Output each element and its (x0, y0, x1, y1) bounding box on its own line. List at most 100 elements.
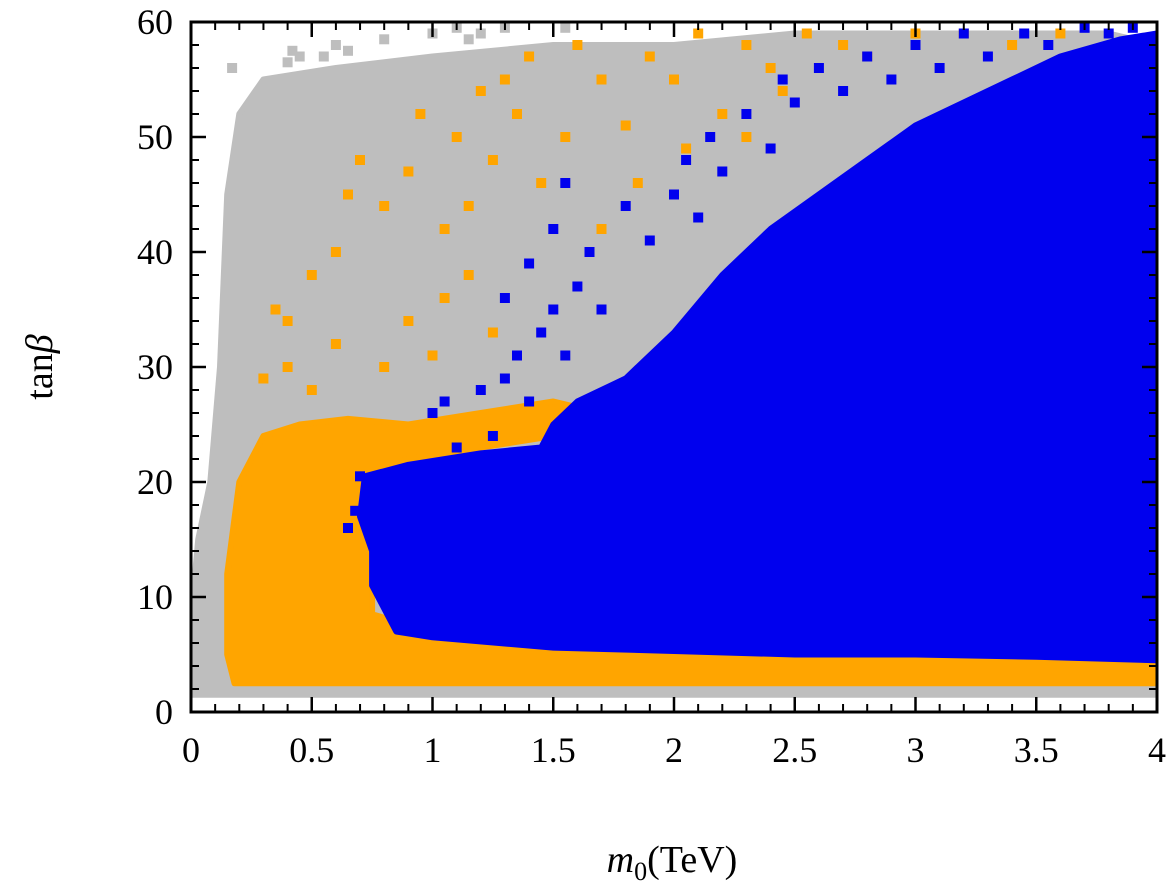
data-point (572, 40, 583, 50)
x-axis-label: m0(TeV) (607, 839, 738, 886)
data-point (343, 189, 353, 200)
data-point (524, 396, 535, 407)
data-point (487, 327, 498, 338)
data-point (717, 109, 728, 119)
data-point (536, 327, 547, 338)
data-point (584, 247, 595, 257)
x-tick-label: 0.5 (289, 730, 334, 770)
data-point (886, 74, 897, 85)
data-point (934, 63, 945, 73)
data-point (294, 51, 305, 62)
data-point (487, 155, 498, 165)
x-axis-label-symbol: m (607, 839, 634, 881)
data-point (572, 281, 583, 292)
data-point (282, 57, 293, 68)
data-point (330, 339, 341, 349)
data-point (669, 74, 679, 85)
data-point (910, 40, 921, 50)
y-axis-label: tanβ (19, 334, 61, 399)
y-tick-label: 10 (137, 577, 173, 617)
data-point (475, 385, 486, 395)
y-tick-label: 0 (155, 692, 173, 732)
data-point (560, 22, 571, 33)
data-point (318, 51, 329, 62)
data-point (1007, 40, 1018, 50)
data-point (379, 362, 390, 372)
data-point (451, 132, 462, 142)
data-point (548, 304, 559, 315)
data-point (379, 34, 390, 45)
data-point (439, 396, 450, 407)
data-point (270, 304, 281, 315)
data-point (982, 51, 993, 62)
data-point (439, 293, 450, 303)
data-point (451, 442, 462, 453)
data-point (596, 74, 607, 85)
data-point (306, 270, 317, 280)
x-tick-label: 0 (182, 730, 200, 770)
data-point (287, 45, 298, 56)
data-point (644, 235, 655, 246)
data-point (958, 28, 969, 39)
y-axis-label-symbol: β (19, 334, 61, 354)
x-tick-label: 1 (424, 730, 442, 770)
data-point (343, 45, 353, 56)
x-tick-label: 1.5 (531, 730, 576, 770)
data-point (379, 201, 390, 211)
data-points-layer (191, 22, 1157, 698)
data-point (669, 189, 679, 200)
data-point (524, 258, 535, 269)
data-point (560, 178, 571, 188)
data-point (693, 28, 704, 39)
data-point (463, 270, 474, 280)
axis-ticks (189, 20, 1159, 714)
data-point (475, 86, 486, 96)
data-point (355, 471, 365, 482)
data-point (693, 212, 704, 223)
data-point (427, 350, 438, 361)
x-tick-label: 3 (907, 730, 925, 770)
data-point (741, 132, 752, 142)
data-point (499, 373, 510, 384)
data-point (620, 120, 631, 131)
data-point (813, 63, 824, 73)
x-tick-label: 2.5 (772, 730, 817, 770)
data-point (644, 51, 655, 62)
data-point (499, 293, 510, 303)
data-point (777, 86, 788, 96)
data-point (705, 132, 716, 142)
data-point (801, 28, 812, 39)
data-point (258, 373, 269, 384)
data-point (765, 143, 776, 154)
data-point (499, 74, 510, 85)
data-point (765, 63, 776, 73)
x-axis-label-unit: (TeV) (647, 839, 737, 881)
data-point (717, 166, 728, 177)
x-tick-label: 3.5 (1014, 730, 1059, 770)
data-point (1103, 28, 1114, 39)
data-point (536, 178, 547, 188)
data-point (343, 523, 353, 533)
data-point (350, 505, 361, 516)
data-point (330, 247, 341, 257)
data-point (596, 304, 607, 315)
data-point (1043, 40, 1054, 50)
y-tick-label: 30 (137, 347, 173, 387)
data-point (403, 166, 414, 177)
data-point (439, 224, 450, 234)
data-point (487, 431, 498, 441)
data-point (838, 40, 849, 50)
data-point (560, 132, 571, 142)
data-point (548, 224, 559, 234)
y-tick-label: 60 (137, 2, 173, 42)
data-point (681, 143, 692, 154)
data-point (741, 40, 752, 50)
x-axis-label-subscript: 0 (634, 857, 647, 886)
data-point (789, 97, 800, 108)
data-point (330, 40, 341, 50)
data-point (632, 178, 643, 188)
data-point (355, 155, 365, 165)
y-axis-label-prefix: tan (19, 353, 61, 399)
data-point (596, 224, 607, 234)
